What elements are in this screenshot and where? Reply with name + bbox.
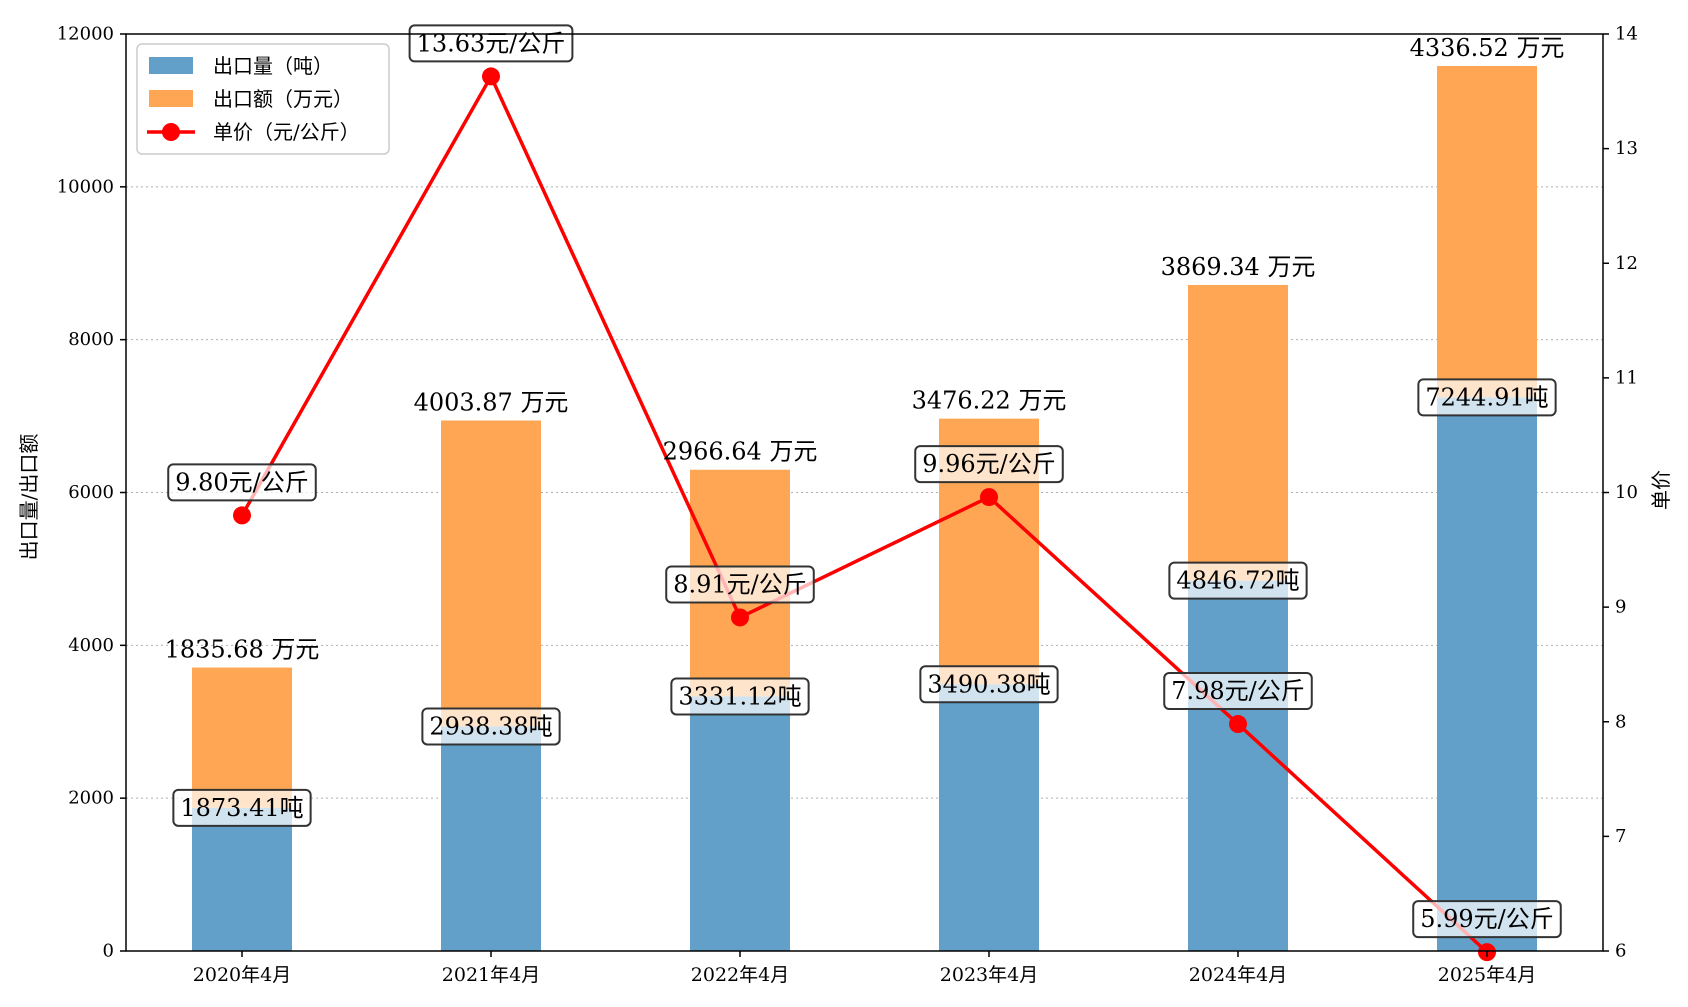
bar-export-value [192, 667, 292, 808]
value-label-price: 9.96元/公斤 [922, 450, 1056, 478]
y-tick-label: 0 [103, 941, 114, 962]
value-label-export-volume: 3331.12吨 [678, 682, 801, 710]
value-label-price-frame [665, 565, 815, 604]
price-point [731, 608, 749, 627]
legend: 出口量（吨） 出口额（万元） 单价（元/公斤） [136, 43, 390, 155]
value-label-price-box: 7.98元/公斤 [1163, 672, 1313, 711]
axes-layer: 0 2000 4000 6000 8000 10000 12000 6 7 8 9 10 11 12 13 1… [57, 24, 1638, 987]
value-label-export-volume: 7244.91吨 [1425, 383, 1548, 411]
value-label-price-box: 9.96元/公斤 [914, 445, 1064, 484]
price-point [980, 488, 998, 507]
value-label-export-volume: 3490.38吨 [927, 670, 1050, 698]
price-point [482, 67, 500, 86]
bar-export-volume [1437, 397, 1537, 951]
y2-tick-label: 11 [1615, 367, 1638, 388]
data-labels-layer: 1835.68 万元 1873.41吨 9.80元/公斤 4003.87 万元 2938… [165, 24, 1565, 939]
legend-swatch-export-volume [149, 57, 193, 74]
value-label-price-box: 5.99元/公斤 [1412, 900, 1562, 939]
value-label-export-volume-box: 4846.72吨 [1168, 561, 1308, 600]
bar-export-value [1437, 65, 1537, 398]
y2-tick-label: 6 [1615, 941, 1626, 962]
value-label-export-volume-frame [670, 677, 810, 716]
bar-export-volume [690, 696, 790, 951]
legend-label-export-value: 出口额（万元） [213, 87, 353, 111]
x-tick-label: 2022年4月 [691, 964, 789, 986]
y2-tick-label: 7 [1615, 826, 1626, 847]
value-label-export-volume-box: 7244.91吨 [1417, 378, 1557, 417]
value-label-price-box: 8.91元/公斤 [665, 565, 815, 604]
y-tick-label: 6000 [68, 482, 114, 503]
x-tick-label: 2020年4月 [193, 964, 291, 986]
x-tick-label: 2025年4月 [1438, 964, 1536, 986]
y2-axis-label: 单价 [1649, 470, 1673, 510]
legend-swatch-export-value [149, 90, 193, 107]
price-line [240, 72, 1489, 954]
value-label-price: 8.91元/公斤 [673, 570, 807, 598]
value-label-export-volume: 1873.41吨 [180, 794, 303, 822]
value-label-export-volume-frame [1417, 378, 1557, 417]
value-label-export-volume-frame [1168, 561, 1308, 600]
legend-label-export-volume: 出口量（吨） [213, 54, 333, 78]
bar-export-volume [1188, 580, 1288, 951]
y2-tick-label: 9 [1615, 597, 1626, 618]
y-tick-label: 8000 [68, 329, 114, 350]
value-label-export-volume: 2938.38吨 [429, 712, 552, 740]
x-tick-label: 2024年4月 [1189, 964, 1287, 986]
y-tick-label: 10000 [57, 176, 114, 197]
bar-export-volume [441, 726, 541, 951]
price-line-layer [233, 67, 1496, 962]
value-label-price-frame [1163, 672, 1313, 711]
value-label-export-volume-frame [421, 707, 561, 746]
bar-export-volume [939, 684, 1039, 951]
legend-frame [136, 43, 390, 155]
value-label-export-volume-box: 3331.12吨 [670, 677, 810, 716]
y2-tick-label: 14 [1615, 24, 1638, 45]
value-label-export-volume-box: 1873.41吨 [172, 788, 312, 827]
y-tick-label: 2000 [68, 788, 114, 809]
y-tick-label: 12000 [57, 24, 114, 45]
legend-label-price: 单价（元/公斤） [213, 120, 360, 144]
y2-tick-label: 13 [1615, 138, 1638, 159]
value-label-export-value: 1835.68 万元 [165, 636, 320, 664]
y-axis-label: 出口量/出口额 [17, 434, 41, 561]
y2-tick-label: 10 [1615, 482, 1638, 503]
gridlines [126, 33, 1603, 952]
value-label-price: 7.98元/公斤 [1171, 677, 1305, 705]
value-label-price-frame [167, 463, 317, 502]
value-label-export-value: 3869.34 万元 [1161, 253, 1316, 281]
value-label-price-frame [1412, 900, 1562, 939]
bar-export-volume [192, 807, 292, 951]
y2-tick-label: 12 [1615, 253, 1638, 274]
x-tick-label: 2023年4月 [940, 964, 1038, 986]
legend-marker-price [162, 123, 180, 141]
value-label-export-volume-box: 2938.38吨 [421, 707, 561, 746]
value-label-price-box: 13.63元/公斤 [408, 24, 574, 63]
bars-layer [192, 65, 1537, 951]
value-label-export-value: 4003.87 万元 [414, 388, 569, 416]
x-tick-label: 2021年4月 [442, 964, 540, 986]
y-tick-label: 4000 [68, 635, 114, 656]
value-label-export-value: 2966.64 万元 [663, 438, 818, 466]
price-point [233, 506, 251, 525]
value-label-price: 9.80元/公斤 [175, 468, 309, 496]
price-point [1229, 715, 1247, 734]
value-label-export-volume-frame [919, 665, 1059, 704]
value-label-export-value: 4336.52 万元 [1410, 34, 1565, 62]
value-label-export-volume-box: 3490.38吨 [919, 665, 1059, 704]
value-label-export-value: 3476.22 万元 [912, 387, 1067, 415]
bar-export-value [441, 420, 541, 727]
bar-export-value [1188, 284, 1288, 581]
value-label-export-volume-frame [172, 788, 312, 827]
y2-tick-label: 8 [1615, 711, 1626, 732]
value-label-price: 5.99元/公斤 [1420, 905, 1554, 933]
value-label-export-volume: 4846.72吨 [1176, 567, 1299, 595]
value-label-price-box: 9.80元/公斤 [167, 463, 317, 502]
value-label-price-frame [914, 445, 1064, 484]
